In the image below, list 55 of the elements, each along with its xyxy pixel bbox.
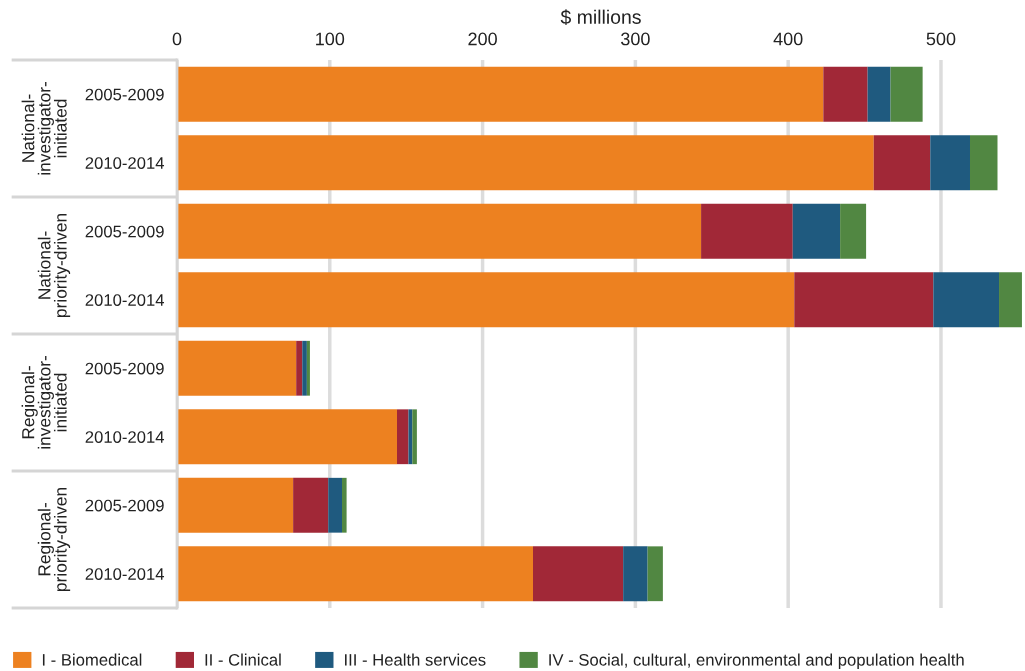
bar	[823, 66, 868, 122]
x-tick-label: 400	[773, 32, 803, 46]
x-axis-title: $ millions	[560, 9, 641, 26]
bar	[177, 340, 297, 396]
bar	[840, 203, 867, 259]
y-tick-label: 2010-2014	[85, 568, 165, 580]
bar	[890, 66, 923, 122]
y-tick-label: 2010-2014	[85, 157, 165, 169]
bar	[177, 409, 398, 465]
bar	[701, 203, 793, 259]
legend-label: I - Biomedical	[42, 653, 142, 666]
bar	[177, 66, 824, 122]
text: Regional- investigator- initiated	[21, 355, 67, 449]
bar	[177, 477, 294, 533]
bar	[999, 272, 1022, 328]
bar	[397, 409, 409, 465]
bar	[177, 546, 534, 602]
text: National- priority-driven	[37, 214, 71, 317]
legend-label: IV - Social, cultural, environmental and population health	[549, 653, 964, 670]
bar	[969, 135, 998, 191]
x-tick-label: 500	[926, 32, 956, 46]
text: National- investigator- initiated	[21, 81, 67, 175]
y-tick-label: 2005-2009	[85, 499, 164, 512]
text: Regional- priority-driven	[37, 488, 71, 591]
bar	[412, 409, 417, 465]
bar	[408, 409, 413, 465]
bar	[873, 135, 931, 191]
bar	[623, 546, 648, 602]
bar	[342, 477, 347, 533]
bar	[647, 546, 663, 602]
bar	[177, 135, 874, 191]
x-tick-label: 300	[621, 32, 650, 46]
bar	[867, 66, 891, 122]
bar	[533, 546, 624, 602]
x-tick-label: 100	[316, 32, 345, 46]
y-tick-label: 2010-2014	[85, 431, 165, 443]
bar	[293, 477, 329, 533]
bar	[177, 272, 795, 328]
bar	[794, 272, 934, 328]
bar	[792, 203, 841, 259]
bar	[177, 203, 702, 259]
legend-label: III - Health services	[345, 653, 486, 666]
bar	[930, 135, 970, 191]
bar	[328, 477, 343, 533]
x-tick-label: 200	[468, 32, 497, 46]
bar	[306, 340, 310, 396]
y-tick-label: 2005-2009	[85, 225, 164, 238]
y-tick-label: 2005-2009	[85, 88, 164, 101]
y-tick-label: 2010-2014	[85, 294, 165, 306]
y-tick-label: 2005-2009	[85, 362, 164, 375]
bar	[296, 340, 303, 396]
legend-label: II - Clinical	[205, 653, 281, 666]
x-tick-label: 0	[172, 32, 182, 46]
bar	[302, 340, 307, 396]
bar	[933, 272, 1000, 328]
